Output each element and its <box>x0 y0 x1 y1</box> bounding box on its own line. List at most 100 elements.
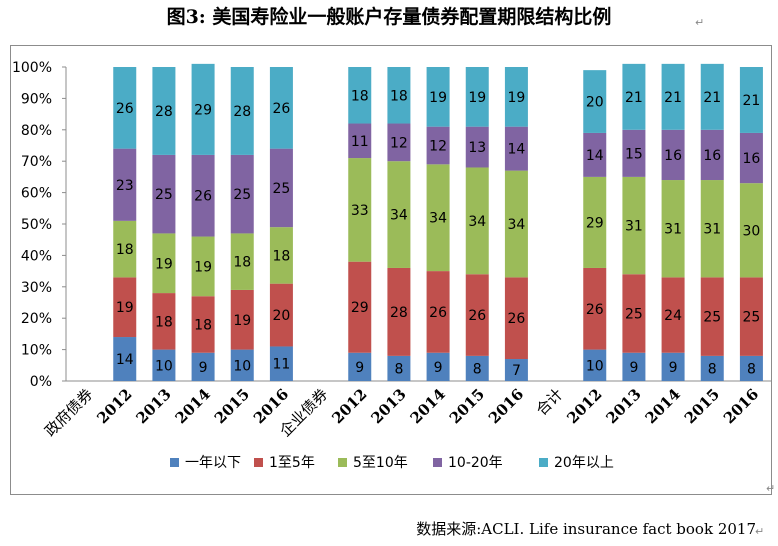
bar-segment <box>191 154 215 237</box>
bar-segment <box>191 236 215 297</box>
bar-segment <box>426 271 450 353</box>
data-label: 18 <box>155 314 173 330</box>
bar-segment <box>269 67 293 149</box>
data-label: 28 <box>233 104 251 120</box>
data-label: 33 <box>351 203 369 219</box>
bar-segment <box>739 132 763 184</box>
data-label: 9 <box>629 360 638 376</box>
data-label: 14 <box>508 142 526 158</box>
bar-segment <box>622 176 646 275</box>
bar-segment <box>113 67 137 149</box>
data-label: 16 <box>703 148 721 164</box>
data-label: 26 <box>468 308 486 324</box>
x-tick-label: 2015 <box>211 385 253 427</box>
data-label: 26 <box>508 311 526 327</box>
data-label: 15 <box>625 146 643 162</box>
data-label: 34 <box>390 208 408 224</box>
data-label: 26 <box>116 101 134 117</box>
bar-segment <box>622 274 646 353</box>
bar-segment <box>661 129 685 181</box>
data-label: 26 <box>273 101 291 117</box>
bar-segment <box>152 67 176 155</box>
data-label: 10 <box>233 358 251 374</box>
data-label: 19 <box>233 313 251 329</box>
data-label: 25 <box>743 310 761 326</box>
stacked-bar-chart: 0% 10% 20% 30% 40% 50% 60% 70% 80% 90% 100% 政府债券 14 1… <box>12 60 771 471</box>
y-tick-label: 100% <box>12 60 52 76</box>
data-label: 28 <box>390 305 408 321</box>
data-label: 21 <box>625 90 643 106</box>
data-label: 25 <box>273 181 291 197</box>
data-label: 26 <box>429 305 447 321</box>
data-label: 18 <box>351 88 369 104</box>
y-tick-label: 10% <box>21 343 52 359</box>
y-tick-label: 40% <box>21 248 52 264</box>
bar-segment <box>113 337 137 381</box>
data-label: 9 <box>199 360 208 376</box>
figure-title: 图3: 美国寿险业一般账户存量债券配置期限结构比例 <box>166 6 612 28</box>
bar-segment <box>230 154 254 234</box>
bar-segment <box>661 180 685 278</box>
bar-segment <box>465 167 489 275</box>
legend-swatch <box>338 458 347 467</box>
bar-segment <box>348 261 372 353</box>
bar-segment <box>700 277 724 356</box>
bar-segment <box>739 183 763 278</box>
data-label: 11 <box>351 134 369 150</box>
bar-segment <box>583 349 607 381</box>
data-label: 7 <box>512 363 521 379</box>
y-tick-label: 90% <box>21 91 52 107</box>
bar-segment <box>387 67 411 124</box>
bar-segment <box>504 277 528 360</box>
data-label: 30 <box>743 223 761 239</box>
bar-segment <box>230 289 254 350</box>
data-label: 34 <box>429 211 447 227</box>
bar-segment <box>191 352 215 381</box>
data-label: 31 <box>664 222 682 238</box>
x-tick-label: 2012 <box>563 385 605 427</box>
legend-swatch <box>539 458 548 467</box>
data-label: 8 <box>394 361 403 377</box>
bar-segment <box>191 63 215 155</box>
legend-swatch <box>170 458 179 467</box>
data-label: 26 <box>586 302 604 318</box>
data-label: 18 <box>233 255 251 271</box>
data-label: 29 <box>194 102 212 118</box>
data-label: 25 <box>625 306 643 322</box>
bar-segment <box>348 67 372 124</box>
bar-segment <box>583 267 607 350</box>
data-label: 12 <box>390 135 408 151</box>
x-tick-label: 2012 <box>328 385 370 427</box>
bar-segment <box>269 283 293 347</box>
bar-segment <box>661 63 685 130</box>
x-tick-label: 2013 <box>367 385 409 427</box>
data-label: 19 <box>155 256 173 272</box>
bar-segment <box>113 220 137 278</box>
bar-segment <box>465 274 489 356</box>
bar-segment <box>426 126 450 165</box>
paragraph-mark: ↵ <box>695 16 705 29</box>
data-label: 25 <box>155 187 173 203</box>
bar-segment <box>739 277 763 356</box>
bar-segment <box>269 227 293 284</box>
legend-label: 5至10年 <box>353 455 408 471</box>
data-label: 21 <box>703 90 721 106</box>
chart-container: 0% 10% 20% 30% 40% 50% 60% 70% 80% 90% 100% 政府债券 14 1… <box>10 45 772 495</box>
data-label: 14 <box>116 352 134 368</box>
data-label: 9 <box>669 360 678 376</box>
y-tick-label: 20% <box>21 311 52 327</box>
data-label: 29 <box>586 215 604 231</box>
data-label: 18 <box>116 242 134 258</box>
data-label: 10 <box>155 358 173 374</box>
y-tick-label: 70% <box>21 154 52 170</box>
bar-segment <box>191 296 215 353</box>
x-tick-label: 2015 <box>681 385 723 427</box>
data-label: 8 <box>708 361 717 377</box>
data-label: 34 <box>468 214 486 230</box>
y-tick-label: 50% <box>21 217 52 233</box>
y-tick-label: 0% <box>30 374 52 390</box>
bar-segment <box>700 180 724 278</box>
data-label: 10 <box>586 358 604 374</box>
x-tick-label: 2016 <box>485 385 527 427</box>
bar-segment <box>152 233 176 294</box>
